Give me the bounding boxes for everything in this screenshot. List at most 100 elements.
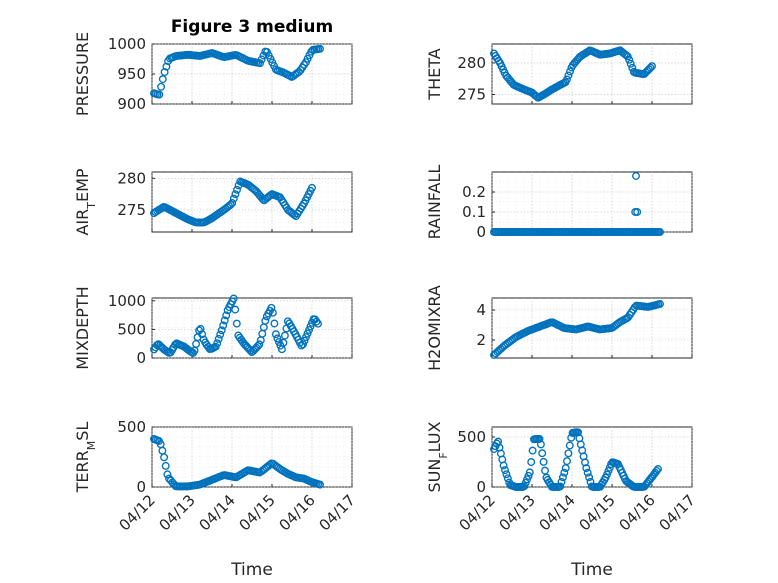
data-point (503, 474, 512, 483)
x-axis-label: Time (230, 560, 273, 580)
y-tick-label: 1000 (108, 292, 146, 310)
data-point (155, 90, 164, 99)
data-point (226, 200, 235, 209)
data-point (499, 461, 508, 470)
series-pressure (150, 44, 324, 99)
data-point (564, 71, 573, 80)
data-point (220, 316, 229, 325)
x-tick-label: 04/15 (576, 491, 619, 534)
data-point (303, 329, 312, 338)
data-point (261, 316, 270, 325)
series-air_temp (150, 177, 316, 227)
series-mixdepth (150, 294, 322, 357)
y-axis-label: THETA (425, 48, 444, 100)
data-point (560, 468, 569, 477)
y-tick-label: 950 (117, 65, 146, 83)
data-point (632, 172, 640, 180)
y-tick-label: 2 (476, 331, 486, 349)
y-tick-label: 1000 (108, 35, 146, 53)
minor-grid (492, 172, 692, 232)
subplot-h2omixra: 2 4 H2OMIXRA (425, 285, 693, 371)
data-point (563, 457, 571, 466)
data-point (222, 311, 231, 320)
data-point (646, 63, 655, 72)
x-tick-label: 04/14 (196, 491, 239, 534)
data-point (255, 340, 264, 349)
data-point (536, 440, 545, 449)
data-point (312, 317, 321, 326)
data-point (539, 457, 548, 466)
data-point (535, 435, 544, 443)
data-point (562, 75, 571, 84)
y-axis-label: TERRMSL (73, 422, 98, 494)
data-point (161, 461, 170, 470)
data-point (581, 458, 589, 467)
series-theta (490, 46, 656, 102)
y-tick-label: 280 (457, 54, 486, 72)
y-axis-label: H2OMIXRA (425, 285, 444, 371)
data-point (198, 330, 207, 339)
data-point (652, 466, 661, 475)
minor-grid (152, 427, 352, 487)
data-point (274, 338, 283, 346)
data-point (556, 482, 565, 491)
subplot-theta: 275 280 THETA (425, 43, 693, 105)
subplot-air_temp: 275 280 AIRTEMP (73, 168, 353, 236)
data-point (564, 449, 573, 458)
y-tick-label: 275 (117, 201, 146, 219)
series-rainfall (490, 172, 664, 236)
data-point (603, 470, 611, 479)
y-tick-label: 500 (457, 428, 486, 446)
subplot-rainfall: 0 0.1 0.2 RAINFALL (425, 165, 693, 241)
x-tick-label: 04/17 (656, 491, 699, 534)
data-point (299, 340, 307, 349)
data-point (158, 75, 167, 84)
data-point (557, 477, 566, 486)
data-point (633, 208, 642, 216)
y-axis-label: MIXDEPTH (73, 286, 92, 369)
series-sun_flux (490, 428, 662, 491)
data-point (157, 82, 166, 91)
data-point (565, 441, 574, 450)
data-point (233, 185, 241, 194)
y-tick-label: 4 (476, 301, 486, 319)
y-tick-label: 0.1 (462, 203, 486, 221)
data-point (279, 338, 288, 347)
data-point (308, 183, 316, 192)
data-point (273, 334, 282, 343)
data-point (501, 466, 509, 475)
x-tick-label: 04/12 (116, 491, 159, 534)
data-point (214, 334, 223, 343)
x-tick-label: 04/16 (616, 491, 659, 534)
data-point (582, 464, 591, 473)
x-tick-label: 04/13 (156, 491, 199, 534)
data-point (216, 330, 225, 339)
subplot-mixdepth: 0 500 1000 MIXDEPTH (73, 286, 353, 370)
data-point (232, 319, 241, 328)
data-point (656, 300, 664, 308)
data-point (228, 199, 237, 207)
data-point (648, 62, 656, 71)
data-point (163, 470, 172, 479)
data-point (525, 468, 534, 477)
y-tick-label: 500 (117, 418, 146, 436)
x-tick-label: 04/17 (316, 491, 359, 534)
data-point (280, 331, 289, 340)
data-point (306, 322, 315, 331)
data-point (521, 478, 530, 487)
data-point (625, 55, 634, 64)
y-axis-label: AIRTEMP (73, 168, 98, 235)
data-point (527, 458, 536, 466)
y-tick-label: 0 (136, 349, 146, 367)
x-tick-label: 04/16 (276, 491, 319, 534)
data-point (257, 55, 266, 64)
data-point (229, 294, 238, 303)
data-point (256, 59, 264, 68)
y-tick-label: 275 (457, 86, 486, 104)
series-h2omixra (490, 300, 664, 359)
data-point (656, 228, 664, 236)
y-tick-label: 900 (117, 95, 146, 113)
series-terr_msl (150, 435, 324, 491)
